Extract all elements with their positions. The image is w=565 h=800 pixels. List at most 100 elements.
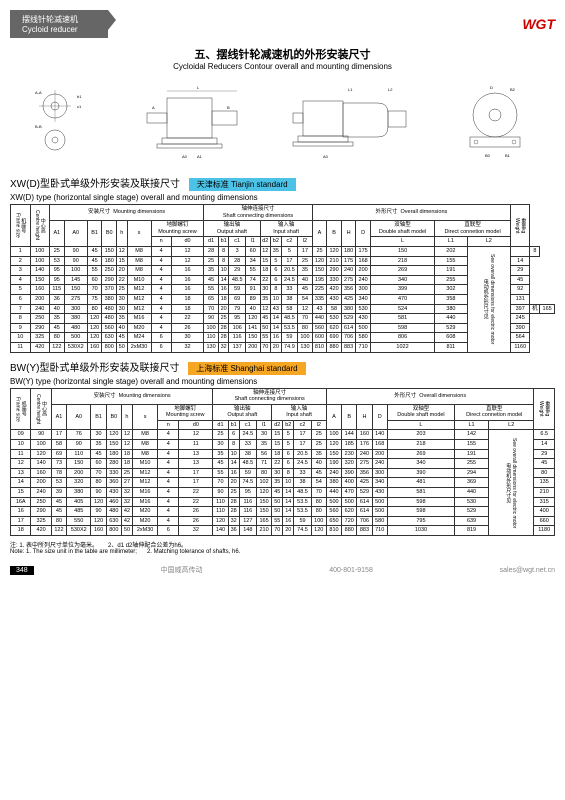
cell: 45 — [204, 275, 219, 285]
col-b2: b2 — [271, 237, 282, 247]
cell: 150 — [106, 440, 121, 450]
cell: 16 — [218, 285, 229, 295]
cell: 50 — [121, 526, 132, 536]
cell: 17 — [11, 516, 31, 526]
cell: 330 — [106, 468, 121, 478]
cell: 4 — [158, 488, 179, 498]
cell: 4 — [158, 478, 179, 488]
svg-text:B1: B1 — [505, 153, 511, 158]
col-L1: L1 — [435, 237, 467, 247]
cell: 60 — [245, 246, 260, 256]
cell: 80 — [51, 516, 66, 526]
cell: 800 — [106, 526, 121, 536]
cell: 269 — [370, 266, 434, 276]
col-b1: B1 — [87, 221, 102, 247]
grp-input: 输入轴Input shaft — [260, 221, 312, 237]
cell: 141 — [245, 323, 260, 333]
cell: 800 — [102, 342, 117, 352]
cell: 35 — [91, 440, 106, 450]
cell: 810 — [326, 526, 341, 536]
col-d2: d2 — [272, 420, 283, 430]
cell: 28 — [229, 256, 246, 266]
cell: 4 — [158, 459, 179, 469]
col-d0: d0 — [179, 420, 213, 430]
cell: 65 — [204, 294, 219, 304]
cell: 240 — [30, 304, 50, 314]
svg-text:B-B: B-B — [35, 124, 42, 129]
cell: 102 — [256, 478, 271, 488]
cell: 598 — [370, 323, 434, 333]
cell: 3 — [229, 246, 246, 256]
cell: 218 — [387, 440, 454, 450]
cell: 240 — [31, 488, 51, 498]
cell: 300 — [372, 468, 387, 478]
svg-text:L: L — [197, 85, 200, 90]
cell: 1160 — [510, 342, 530, 352]
cell: M12 — [127, 294, 151, 304]
cell: 480 — [106, 507, 121, 517]
cell: 529 — [435, 323, 467, 333]
table-row: 12140731506028018M10413451448.57122624.5… — [11, 459, 555, 469]
cell: 53.5 — [294, 507, 311, 517]
cell: 200 — [31, 478, 51, 488]
table-row: 099017763012012M841225624.53015517251001… — [11, 430, 555, 440]
cell — [510, 246, 530, 256]
cell: 160 — [31, 468, 51, 478]
cell: 4 — [151, 246, 171, 256]
footer-email: sales@wgt.net.cn — [500, 567, 555, 574]
cell: 22 — [272, 459, 283, 469]
cell: M20 — [127, 323, 151, 333]
cell: 706 — [357, 516, 372, 526]
svg-text:B0: B0 — [485, 153, 491, 158]
cell: 25 — [311, 430, 326, 440]
cell: 4 — [151, 266, 171, 276]
cell: 15 — [272, 440, 283, 450]
cell: 580 — [372, 516, 387, 526]
cell: 35 — [50, 314, 65, 324]
cell: 28 — [218, 323, 229, 333]
cell: 29 — [510, 266, 530, 276]
cell: 120 — [256, 488, 271, 498]
cell: 70 — [311, 488, 326, 498]
note2-en: 2. Matching tolerance of shafts, h6. — [147, 549, 240, 555]
cell: 390 — [510, 323, 530, 333]
cell: 600 — [312, 333, 327, 343]
cell: 4 — [158, 468, 179, 478]
cell: 358 — [435, 294, 467, 304]
cell: M20 — [132, 516, 157, 526]
cell: 485 — [67, 507, 91, 517]
cell: 560 — [312, 323, 327, 333]
cell: 150 — [312, 266, 327, 276]
cell: 14 — [228, 459, 239, 469]
cell: 425 — [341, 294, 356, 304]
cell: 325 — [30, 333, 50, 343]
cell: 598 — [387, 497, 454, 507]
cell: 300 — [64, 304, 87, 314]
cell: 150 — [30, 275, 50, 285]
cell: 130 — [298, 342, 313, 352]
cell: 10 — [218, 266, 229, 276]
cell: 30 — [116, 304, 127, 314]
cell: 18 — [272, 449, 283, 459]
cell: 16 — [171, 266, 204, 276]
cell: 120 — [106, 430, 121, 440]
cell: 80 — [311, 507, 326, 517]
page-title: 五、摆线针轮减速机的外形安装尺寸 Cycloidal Reducers Cont… — [10, 46, 555, 71]
svg-text:L1: L1 — [348, 87, 353, 92]
cell: 290 — [327, 266, 342, 276]
cell: 137 — [229, 342, 246, 352]
svg-text:B: B — [227, 105, 230, 110]
cell: 6 — [151, 342, 171, 352]
cell: 500 — [326, 497, 341, 507]
cell: 200 — [356, 266, 371, 276]
cell: 33 — [294, 468, 311, 478]
cell: 48.5 — [294, 488, 311, 498]
cell: 40 — [116, 323, 127, 333]
table-row: 15240393809043032M16422902595120451448.5… — [11, 488, 555, 498]
cell: 71 — [256, 459, 271, 469]
cell: 70 — [298, 314, 313, 324]
table-row: 13160782007033025M1241755165980308334524… — [11, 468, 555, 478]
cell: 420 — [327, 285, 342, 295]
cell: 250 — [30, 314, 50, 324]
cell: 806 — [370, 333, 434, 343]
